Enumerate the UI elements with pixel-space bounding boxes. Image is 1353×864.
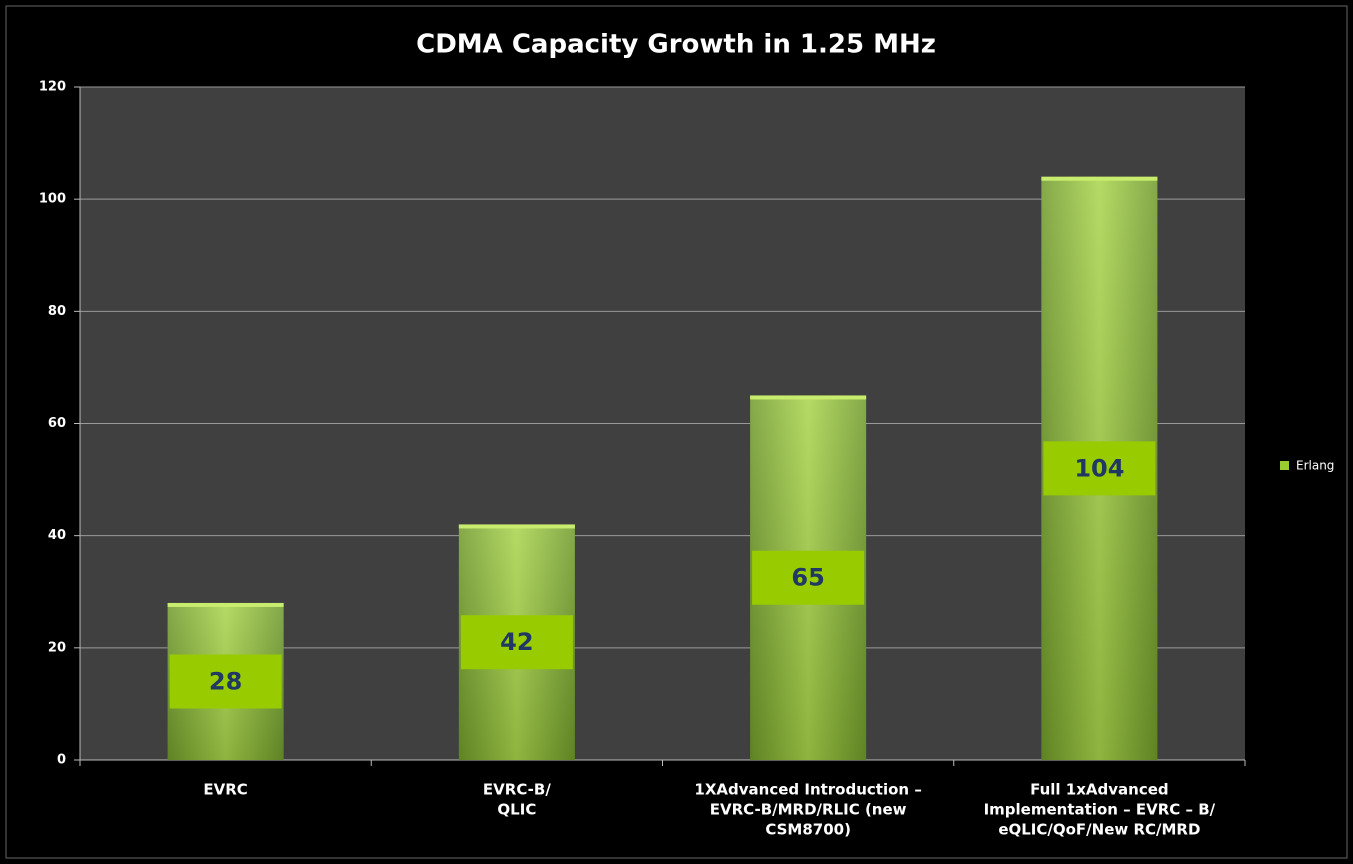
data-label: 104	[1074, 454, 1124, 482]
x-tick-label: EVRC	[203, 781, 247, 799]
legend-label: Erlang	[1296, 459, 1334, 473]
data-label: 65	[791, 564, 824, 592]
x-tick-label: CSM8700)	[765, 821, 851, 839]
y-tick-label: 0	[57, 753, 66, 768]
bar-top	[167, 602, 284, 607]
y-tick-label: 60	[48, 416, 66, 431]
x-tick-label: Implementation – EVRC – B/	[984, 801, 1216, 819]
x-tick-label: EVRC-B/	[483, 781, 551, 799]
x-tick-label: eQLIC/QoF/New RC/MRD	[998, 821, 1200, 839]
data-label: 28	[209, 667, 242, 695]
bar-top	[750, 395, 867, 400]
y-tick-label: 100	[39, 192, 66, 207]
data-label-box	[1043, 441, 1156, 496]
y-tick-label: 40	[48, 528, 66, 543]
data-label-box	[460, 615, 573, 670]
data-label-box	[169, 654, 282, 709]
data-label-box	[752, 550, 865, 605]
y-tick-label: 120	[39, 80, 66, 95]
bar-top	[458, 524, 575, 529]
x-tick-label: QLIC	[497, 801, 536, 819]
y-tick-label: 80	[48, 304, 66, 319]
bar-top	[1041, 176, 1158, 181]
legend-swatch	[1280, 461, 1289, 470]
x-tick-label: 1XAdvanced Introduction –	[694, 781, 921, 799]
data-label: 42	[500, 628, 533, 656]
chart-title: CDMA Capacity Growth in 1.25 MHz	[416, 30, 936, 60]
y-tick-label: 20	[48, 640, 66, 655]
x-tick-label: EVRC-B/MRD/RLIC (new	[710, 801, 907, 819]
x-tick-label: Full 1xAdvanced	[1030, 781, 1169, 799]
